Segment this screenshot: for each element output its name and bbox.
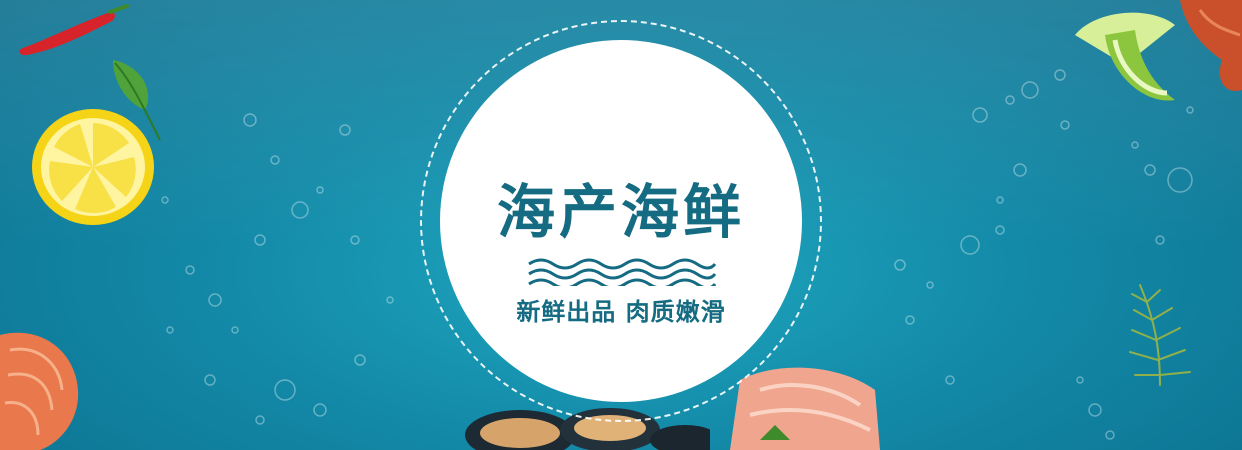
salmon-fillet-icon (730, 367, 880, 450)
lobster-claw-icon (1180, 0, 1242, 91)
wave-lines-icon (528, 258, 717, 286)
leaf-icon (113, 60, 161, 141)
lemon-slice-icon (32, 109, 154, 225)
banner-title: 海产海鲜 (496, 178, 745, 246)
title-badge: 海产海鲜 新鲜出品 肉质嫩滑 (420, 20, 822, 422)
chili-pepper-icon (19, 4, 129, 56)
white-disc (440, 40, 802, 402)
shrimp-icon (0, 332, 79, 450)
lime-slice-icon (1075, 12, 1175, 101)
dill-sprig-icon (1129, 284, 1191, 386)
banner-subtitle: 新鲜出品 肉质嫩滑 (516, 297, 726, 326)
dashed-ring (420, 20, 822, 422)
